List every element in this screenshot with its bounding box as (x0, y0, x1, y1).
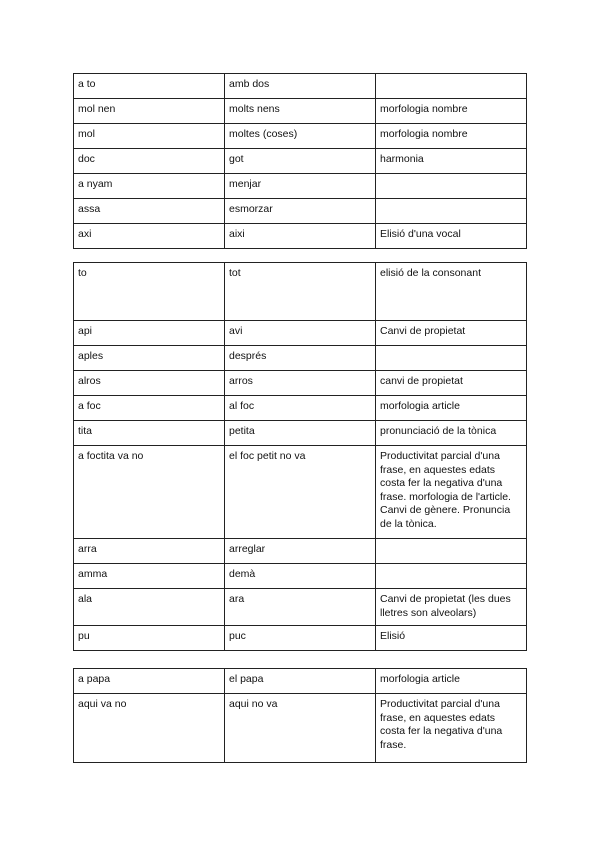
adult-form-cell: esmorzar (224, 198, 376, 224)
table-row: axi aixi Elisió d'una vocal (73, 223, 527, 249)
vocabulary-table-1: a to amb dos mol nen molts nens morfologia n… (73, 73, 527, 249)
table-row: alros arros canvi de propietat (73, 370, 527, 396)
table-row: a to amb dos (73, 73, 527, 99)
table-row: tita petita pronunciació de la tònica (73, 420, 527, 446)
adult-form-cell: petita (224, 420, 376, 446)
observation-cell (375, 173, 527, 199)
observation-cell: morfologia article (375, 668, 527, 694)
table-row: a foc al foc morfologia article (73, 395, 527, 421)
observation-cell: morfologia nombre (375, 98, 527, 124)
table-row: aqui va no aqui no va Productivitat parcia… (73, 693, 527, 763)
child-form-cell: api (73, 320, 225, 346)
table-row: a papa el papa morfologia article (73, 668, 527, 694)
child-form-cell: amma (73, 563, 225, 589)
adult-form-cell: demà (224, 563, 376, 589)
child-form-cell: a nyam (73, 173, 225, 199)
child-form-cell: tita (73, 420, 225, 446)
table-row: pu puc Elisió (73, 625, 527, 651)
adult-form-cell: menjar (224, 173, 376, 199)
observation-cell: Canvi de propietat (les dues lletres son… (375, 588, 527, 626)
observation-cell: Elisió d'una vocal (375, 223, 527, 249)
observation-cell: Elisió (375, 625, 527, 651)
child-form-cell: assa (73, 198, 225, 224)
observation-cell: harmonia (375, 148, 527, 174)
observation-cell (375, 538, 527, 564)
observation-cell: Productivitat parcial d'una frase, en aq… (375, 693, 527, 763)
adult-form-cell: aqui no va (224, 693, 376, 763)
child-form-cell: aqui va no (73, 693, 225, 763)
adult-form-cell: després (224, 345, 376, 371)
observation-cell: elisió de la consonant (375, 262, 527, 321)
child-form-cell: mol nen (73, 98, 225, 124)
table-row: ala ara Canvi de propietat (les dues lletr… (73, 588, 527, 626)
observation-cell (375, 73, 527, 99)
child-form-cell: ala (73, 588, 225, 626)
observation-cell (375, 198, 527, 224)
child-form-cell: a foc (73, 395, 225, 421)
observation-cell: pronunciació de la tònica (375, 420, 527, 446)
adult-form-cell: el foc petit no va (224, 445, 376, 539)
child-form-cell: doc (73, 148, 225, 174)
child-form-cell: axi (73, 223, 225, 249)
table-row: doc got harmonia (73, 148, 527, 174)
child-form-cell: pu (73, 625, 225, 651)
adult-form-cell: puc (224, 625, 376, 651)
table-row: mol moltes (coses) morfologia nombre (73, 123, 527, 149)
adult-form-cell: aixi (224, 223, 376, 249)
child-form-cell: mol (73, 123, 225, 149)
observation-cell: Canvi de propietat (375, 320, 527, 346)
observation-cell: canvi de propietat (375, 370, 527, 396)
table-row: assa esmorzar (73, 198, 527, 224)
child-form-cell: arra (73, 538, 225, 564)
adult-form-cell: al foc (224, 395, 376, 421)
vocabulary-table-2: to tot elisió de la consonant api avi Canvi d… (73, 262, 527, 651)
table-row: amma demà (73, 563, 527, 589)
child-form-cell: to (73, 262, 225, 321)
table-row: api avi Canvi de propietat (73, 320, 527, 346)
table-row: to tot elisió de la consonant (73, 262, 527, 321)
adult-form-cell: ara (224, 588, 376, 626)
adult-form-cell: got (224, 148, 376, 174)
child-form-cell: a to (73, 73, 225, 99)
adult-form-cell: el papa (224, 668, 376, 694)
adult-form-cell: arros (224, 370, 376, 396)
adult-form-cell: amb dos (224, 73, 376, 99)
vocabulary-table-3: a papa el papa morfologia article aqui va n… (73, 668, 527, 763)
adult-form-cell: moltes (coses) (224, 123, 376, 149)
adult-form-cell: avi (224, 320, 376, 346)
observation-cell (375, 345, 527, 371)
table-row: aples després (73, 345, 527, 371)
adult-form-cell: molts nens (224, 98, 376, 124)
observation-cell: morfologia article (375, 395, 527, 421)
adult-form-cell: arreglar (224, 538, 376, 564)
table-row: mol nen molts nens morfologia nombre (73, 98, 527, 124)
table-row: arra arreglar (73, 538, 527, 564)
table-row: a foctita va no el foc petit no va Product… (73, 445, 527, 539)
child-form-cell: a papa (73, 668, 225, 694)
adult-form-cell: tot (224, 262, 376, 321)
table-row: a nyam menjar (73, 173, 527, 199)
observation-cell: morfologia nombre (375, 123, 527, 149)
child-form-cell: alros (73, 370, 225, 396)
observation-cell (375, 563, 527, 589)
child-form-cell: aples (73, 345, 225, 371)
observation-cell: Productivitat parcial d'una frase, en aq… (375, 445, 527, 539)
child-form-cell: a foctita va no (73, 445, 225, 539)
